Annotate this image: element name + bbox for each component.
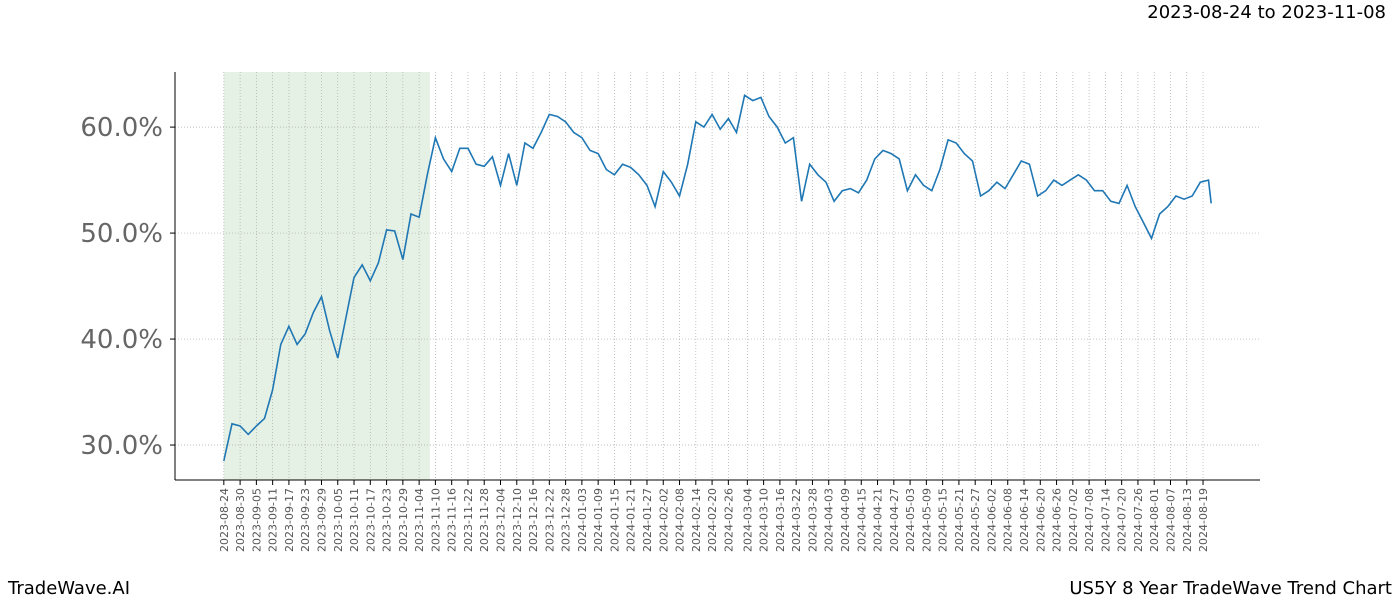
x-tick-label: 2024-05-15 xyxy=(937,488,950,552)
x-tick-label: 2024-04-09 xyxy=(839,488,852,552)
x-tick-label: 2024-04-03 xyxy=(823,488,836,552)
x-tick-label: 2023-08-24 xyxy=(218,488,231,552)
x-tick-label: 2023-10-11 xyxy=(348,488,361,552)
x-tick-label: 2024-07-20 xyxy=(1116,488,1129,552)
x-tick-label: 2024-07-14 xyxy=(1099,488,1112,552)
x-tick-label: 2023-11-16 xyxy=(446,488,459,552)
x-tick-label: 2024-08-19 xyxy=(1197,488,1210,552)
x-tick-label: 2024-08-13 xyxy=(1181,488,1194,552)
x-tick-label: 2024-03-22 xyxy=(790,488,803,552)
x-tick-label: 2024-06-14 xyxy=(1018,488,1031,552)
x-tick-label: 2023-09-05 xyxy=(250,488,263,552)
x-tick-label: 2024-01-21 xyxy=(625,488,638,552)
shaded-range xyxy=(223,72,430,480)
x-tick-label: 2024-05-03 xyxy=(904,488,917,552)
x-tick-label: 2024-02-02 xyxy=(657,488,670,552)
x-tick-label: 2024-02-26 xyxy=(722,488,735,552)
x-tick-label: 2024-02-20 xyxy=(706,488,719,552)
footer-left: TradeWave.AI xyxy=(7,578,130,599)
x-tick-label: 2023-08-30 xyxy=(234,488,247,552)
x-tick-label: 2024-04-21 xyxy=(872,488,885,552)
x-tick-label: 2023-12-22 xyxy=(543,488,556,552)
y-tick-label: 60.0% xyxy=(80,113,163,143)
header: 2023-08-24 to 2023-11-08 xyxy=(1147,2,1386,23)
x-tick-label: 2024-06-26 xyxy=(1051,488,1064,552)
x-tick-label: 2023-12-10 xyxy=(511,488,524,552)
x-tick-label: 2024-01-03 xyxy=(576,488,589,552)
x-tick-label: 2024-03-16 xyxy=(774,488,787,552)
y-tick-label: 30.0% xyxy=(80,431,163,461)
x-tick-label: 2023-10-05 xyxy=(332,488,345,552)
y-tick-label: 50.0% xyxy=(80,219,163,249)
footer-right: US5Y 8 Year TradeWave Trend Chart xyxy=(1069,578,1392,599)
x-tick-label: 2023-12-16 xyxy=(527,488,540,552)
line-series xyxy=(223,94,1212,462)
x-tick-label: 2023-09-29 xyxy=(315,488,328,552)
x-tick-label: 2023-10-17 xyxy=(364,488,377,552)
x-tick-label: 2024-02-08 xyxy=(674,488,687,552)
x-tick-label: 2023-11-10 xyxy=(429,488,442,552)
x-tick-label: 2023-11-22 xyxy=(462,488,475,552)
x-tick-label: 2024-03-10 xyxy=(758,488,771,552)
x-tick-label: 2024-07-08 xyxy=(1083,488,1096,552)
x-tick-label: 2024-08-01 xyxy=(1148,488,1161,552)
x-tick-label: 2024-05-09 xyxy=(920,488,933,552)
x-tick-label: 2024-05-27 xyxy=(969,488,982,552)
x-tick-label: 2023-09-23 xyxy=(299,488,312,552)
x-tick-label: 2024-01-09 xyxy=(592,488,605,552)
x-tick-label: 2023-12-04 xyxy=(495,488,508,552)
y-tick-label: 40.0% xyxy=(80,325,163,355)
x-tick-label: 2024-07-02 xyxy=(1067,488,1080,552)
x-tick-label: 2023-09-11 xyxy=(267,488,280,552)
x-tick-label: 2023-09-17 xyxy=(283,488,296,552)
x-tick-label: 2024-05-21 xyxy=(953,488,966,552)
x-tick-label: 2024-08-07 xyxy=(1164,488,1177,552)
x-tick-label: 2024-07-26 xyxy=(1132,488,1145,552)
x-tick-label: 2023-10-23 xyxy=(381,488,394,552)
x-tick-label: 2024-06-02 xyxy=(985,488,998,552)
x-tick-label: 2024-06-20 xyxy=(1034,488,1047,552)
x-tick-label: 2024-03-04 xyxy=(741,488,754,552)
x-tick-label: 2024-06-08 xyxy=(1002,488,1015,552)
x-tick-label: 2024-04-27 xyxy=(888,488,901,552)
x-tick-label: 2023-10-29 xyxy=(397,488,410,552)
x-tick-label: 2024-04-15 xyxy=(855,488,868,552)
x-tick-label: 2023-12-28 xyxy=(560,488,573,552)
x-tick-label: 2024-03-28 xyxy=(806,488,819,552)
x-tick-label: 2024-01-27 xyxy=(641,488,654,552)
x-tick-label: 2023-11-04 xyxy=(413,488,426,552)
x-tick-label: 2023-11-28 xyxy=(478,488,491,552)
x-tick-label: 2024-01-15 xyxy=(608,488,621,552)
x-tick-label: 2024-02-14 xyxy=(690,488,703,552)
